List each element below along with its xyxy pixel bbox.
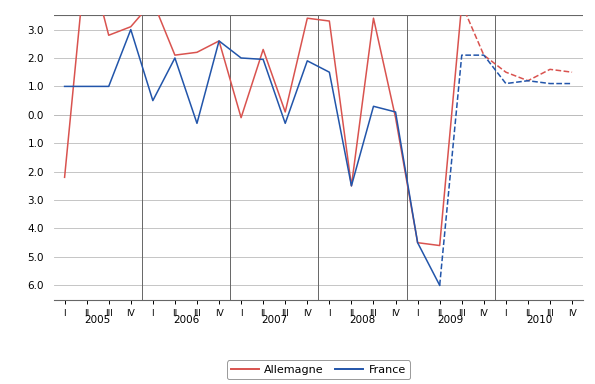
Text: 2010: 2010 <box>526 315 552 325</box>
Text: 2007: 2007 <box>261 315 287 325</box>
Legend: Allemagne, France: Allemagne, France <box>227 360 410 379</box>
Text: 2008: 2008 <box>349 315 375 325</box>
Text: 2009: 2009 <box>437 315 464 325</box>
Text: 2006: 2006 <box>173 315 199 325</box>
Text: 2005: 2005 <box>84 315 111 325</box>
